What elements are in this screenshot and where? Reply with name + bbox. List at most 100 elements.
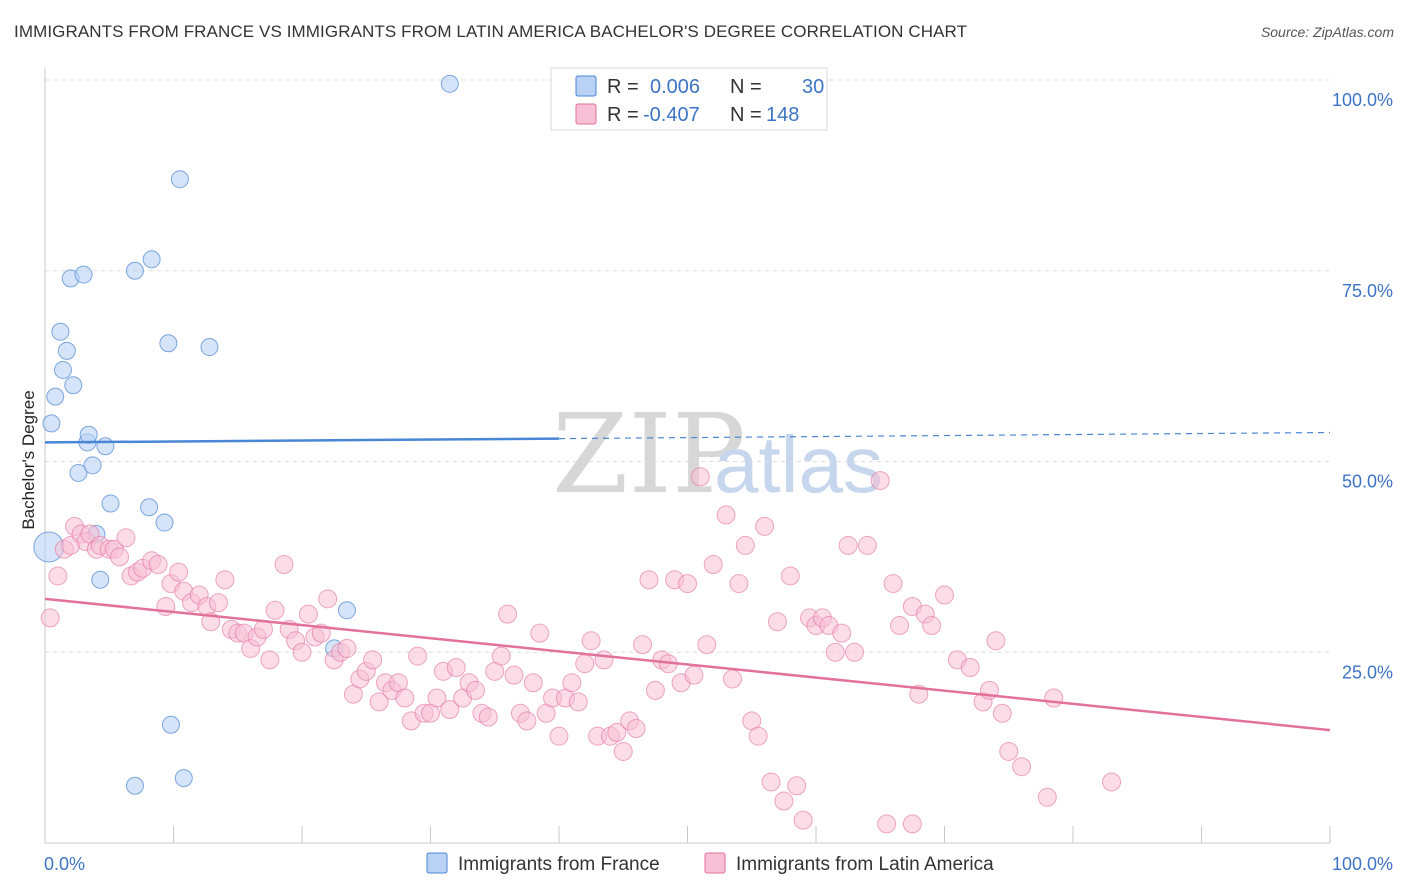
legend-n-value-france: 30 [802, 76, 824, 98]
france-point [91, 570, 110, 589]
latin-point [922, 616, 942, 636]
latin-point [999, 741, 1019, 761]
france-point [79, 425, 98, 444]
latin-point [549, 726, 569, 746]
latin-point [935, 585, 954, 605]
latin-point [960, 658, 980, 678]
legend-n-value-latin: 148 [766, 104, 799, 126]
y-tick-labels: 25.0% 50.0% 75.0% 100.0% [1332, 90, 1393, 682]
legend-n-label-france: N = [730, 76, 762, 98]
latin-point [169, 562, 189, 582]
france-point [83, 456, 102, 475]
france-point [42, 414, 61, 433]
france-point [200, 338, 219, 357]
latin-point [274, 555, 294, 575]
latin-point [40, 608, 60, 628]
latin-point [504, 665, 524, 685]
latin-point [253, 619, 273, 639]
latin-point [845, 642, 865, 662]
legend-r-label-france: R = [607, 76, 639, 98]
latin-point [1102, 772, 1122, 792]
latin-point [613, 741, 633, 761]
x-tick-label-min: 0.0% [44, 854, 85, 874]
latin-point [363, 650, 383, 670]
series-legend: Immigrants from France Immigrants from L… [426, 852, 994, 875]
latin-point [110, 547, 130, 567]
latin-point [148, 555, 168, 575]
latin-point [116, 528, 136, 548]
latin-point [678, 574, 697, 594]
france-point [125, 261, 144, 280]
latin-point [690, 467, 710, 487]
latin-point [292, 642, 312, 662]
latin-point [523, 673, 543, 693]
france-point [96, 437, 115, 456]
bottom-legend-swatch-france [426, 852, 448, 874]
france-point [57, 341, 76, 360]
latin-point [877, 814, 897, 834]
france-trend-line-extrapolated [558, 431, 1331, 440]
latin-point [703, 555, 723, 575]
latin-point [857, 535, 877, 555]
stats-legend: R = 0.006 N = 30 R = -0.407 N = 148 [550, 67, 828, 131]
latin-point [883, 574, 903, 594]
latin-point [902, 814, 922, 834]
latin-point [645, 680, 665, 700]
latin-point [215, 570, 235, 590]
latin-point [607, 722, 627, 742]
latin-point [562, 673, 582, 693]
latin-point [890, 616, 910, 636]
y-tick-label: 50.0% [1342, 472, 1393, 492]
latin-point [748, 726, 768, 746]
latin-point [735, 535, 755, 555]
france-point [174, 769, 193, 788]
legend-n-label-latin: N = [730, 104, 762, 126]
france-trend-line [44, 437, 560, 444]
latin-point [639, 570, 659, 590]
latin-point [517, 711, 537, 731]
latin-point [575, 654, 595, 674]
latin-point [208, 593, 228, 613]
latin-point [838, 535, 858, 555]
latin-point [530, 623, 550, 643]
latin-point [581, 631, 601, 651]
trend-lines [44, 431, 1331, 732]
france-point [101, 494, 120, 513]
france-point [161, 715, 180, 734]
chart-title: IMMIGRANTS FROM FRANCE VS IMMIGRANTS FRO… [14, 22, 968, 41]
latin-point [478, 707, 498, 727]
latin-point [832, 623, 852, 643]
latin-point [755, 516, 775, 536]
source-label: Source: ZipAtlas.com [1260, 24, 1394, 40]
latin-point [825, 642, 845, 662]
latin-trend-line [44, 597, 1331, 732]
france-point [142, 250, 161, 269]
latin-point [787, 776, 807, 796]
latin-point [1037, 787, 1057, 807]
x-tick-label-max: 100.0% [1332, 854, 1393, 874]
y-tick-label: 100.0% [1332, 90, 1393, 110]
y-axis-label: Bachelor's Degree [19, 390, 38, 529]
latin-point [260, 650, 280, 670]
latin-point [1012, 757, 1032, 777]
france-point [337, 601, 356, 620]
latin-point [408, 646, 428, 666]
y-tick-label: 75.0% [1342, 281, 1393, 301]
latin-point [298, 604, 318, 624]
latin-point [774, 791, 794, 811]
latin-point [446, 658, 466, 678]
latin-point [793, 810, 813, 830]
latin-point [440, 699, 460, 719]
bottom-legend-label-latin: Immigrants from Latin America [736, 854, 994, 875]
latin-point [1044, 688, 1064, 708]
france-point [51, 322, 70, 341]
latin-point [992, 703, 1012, 723]
latin-point [427, 688, 447, 708]
latin-point [318, 589, 338, 609]
latin-point [767, 612, 787, 632]
france-point [155, 513, 174, 532]
latin-point [761, 772, 781, 792]
latin-point [633, 635, 653, 655]
latin-points [40, 467, 1122, 834]
